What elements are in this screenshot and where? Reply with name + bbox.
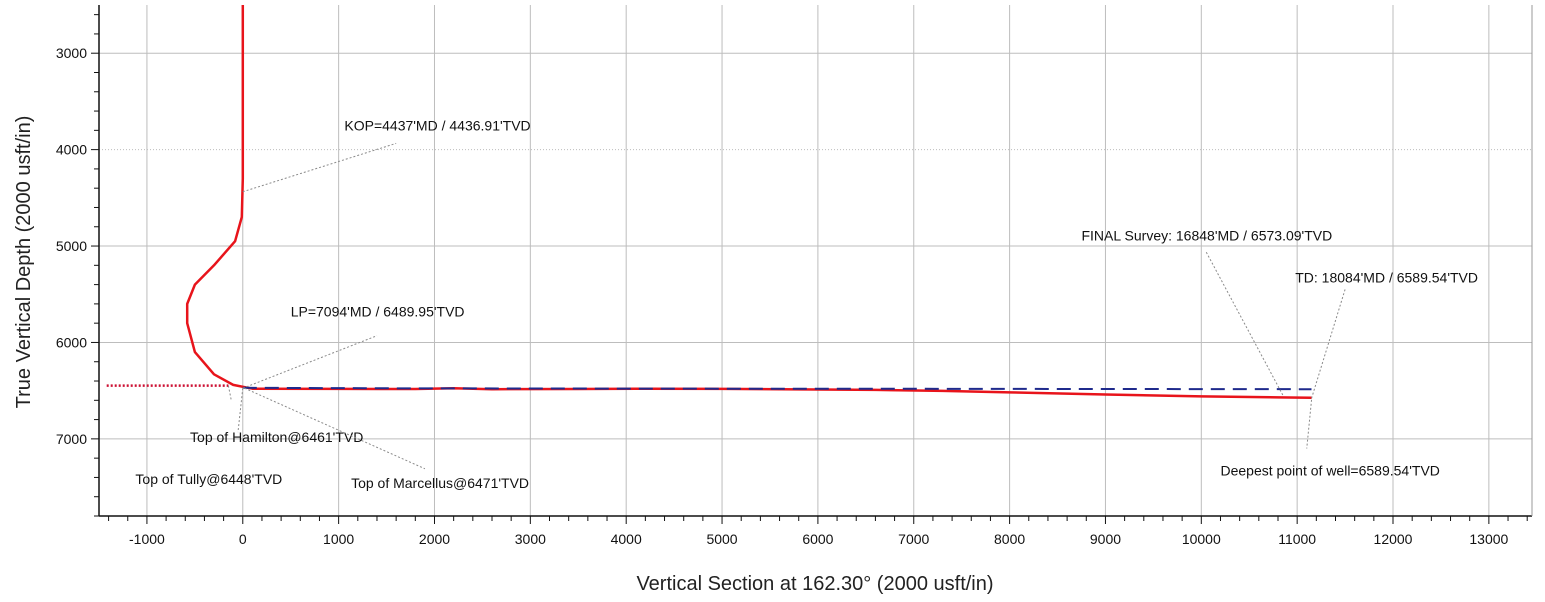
annotations: KOP=4437'MD / 4436.91'TVD LP=7094'MD / 64…	[135, 117, 1478, 491]
x-tick-label: 9000	[1090, 531, 1121, 547]
actual-wellbore-line	[185, 5, 1312, 399]
axes: -1000 0 1000 2000 3000 4000 5000 6000 7000 8000 90…	[56, 5, 1533, 547]
x-tick-label: 7000	[898, 531, 929, 547]
annotation-leader	[242, 335, 378, 389]
y-tick-label: 4000	[56, 142, 87, 158]
x-tick-label: 8000	[994, 531, 1025, 547]
x-tick-label: -1000	[129, 531, 165, 547]
x-tick-label: 1000	[323, 531, 354, 547]
x-tick-label: 11000	[1278, 531, 1316, 547]
annotation-label: Top of Marcellus@6471'TVD	[351, 475, 529, 491]
x-tick-label: 4000	[611, 531, 642, 547]
y-tick-label: 5000	[56, 238, 87, 254]
annotation-label: FINAL Survey: 16848'MD / 6573.09'TVD	[1081, 227, 1332, 243]
y-tick-label: 6000	[56, 334, 87, 350]
annotation-label: Deepest point of well=6589.54'TVD	[1220, 463, 1439, 479]
x-tick-label: 13000	[1469, 531, 1508, 547]
x-tick-label: 5000	[706, 531, 737, 547]
minor-ticks	[91, 14, 1528, 524]
y-tick-label: 7000	[56, 431, 87, 447]
x-tick-label: 10000	[1182, 531, 1221, 547]
annotation-leader	[242, 142, 397, 193]
y-axis-title: True Vertical Depth (2000 usft/in)	[13, 116, 35, 409]
annotation-label: Top of Hamilton@6461'TVD	[190, 429, 363, 445]
annotation-label: Top of Tully@6448'TVD	[135, 471, 282, 487]
annotation-leader	[227, 385, 232, 401]
annotation-label: KOP=4437'MD / 4436.91'TVD	[344, 117, 530, 133]
y-tick-label: 3000	[56, 45, 87, 61]
x-axis-title: Vertical Section at 162.30° (2000 usft/i…	[636, 573, 993, 595]
x-tick-label: 6000	[802, 531, 833, 547]
annotation-label: TD: 18084'MD / 6589.54'TVD	[1295, 270, 1478, 286]
annotation-label: LP=7094'MD / 6489.95'TVD	[291, 303, 465, 319]
annotation-leader	[1311, 289, 1346, 399]
annotation-leader	[237, 388, 244, 433]
series-layer	[106, 5, 1312, 399]
gridlines	[99, 5, 1532, 516]
x-tick-label: 2000	[419, 531, 450, 547]
annotation-leader	[1205, 251, 1284, 396]
x-tick-label: 0	[239, 531, 247, 547]
x-tick-label: 3000	[515, 531, 546, 547]
plan-line	[242, 386, 1312, 391]
annotation-leader	[1306, 399, 1313, 449]
annotation-leader	[244, 387, 426, 470]
x-tick-label: 12000	[1374, 531, 1413, 547]
